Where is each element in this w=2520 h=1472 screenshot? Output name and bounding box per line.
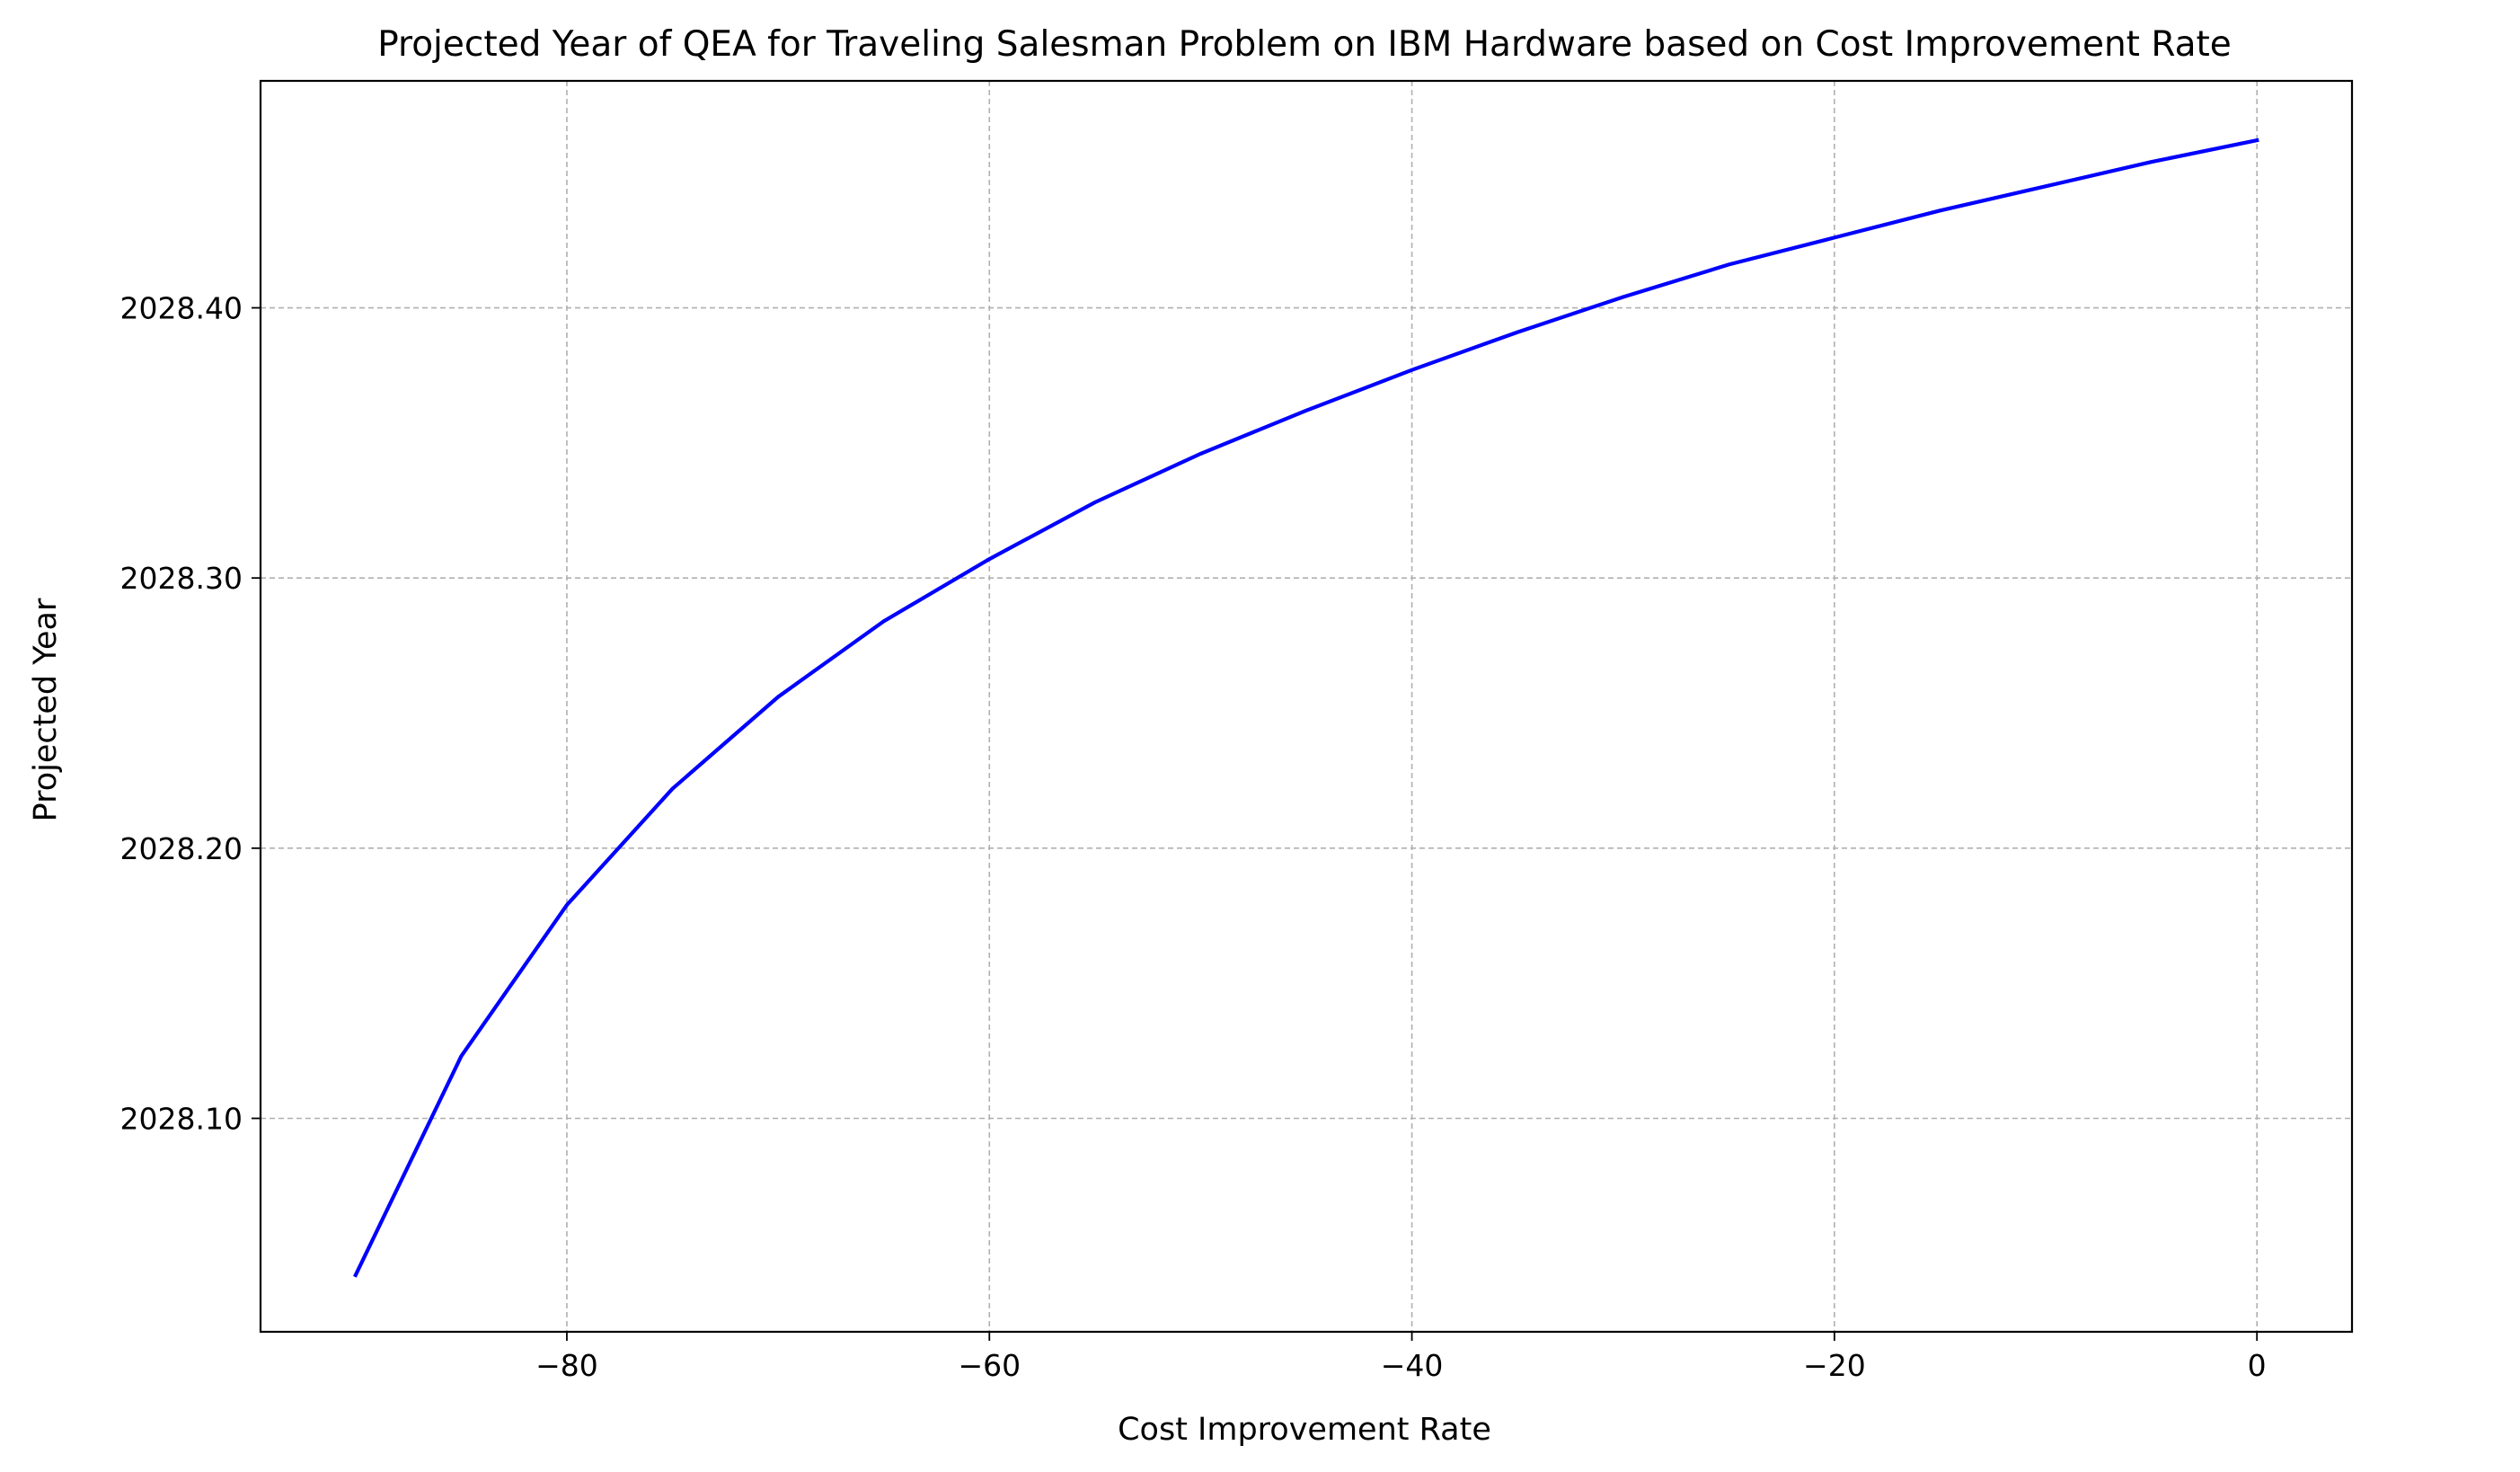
chart-title: Projected Year of QEA for Traveling Sale…	[377, 24, 2232, 65]
x-tick-label: −60	[958, 1348, 1021, 1383]
axis-ticks: −80 −60 −40 −20 0 2028.10 2028.20 2028.30 2028.4…	[120, 291, 2267, 1383]
x-tick-label: 0	[2248, 1348, 2267, 1383]
plot-frame	[259, 79, 2354, 1334]
x-tick-label: −40	[1381, 1348, 1444, 1383]
y-tick-label: 2028.10	[120, 1101, 243, 1136]
y-tick-label: 2028.20	[120, 831, 243, 866]
series-line	[352, 137, 2259, 1278]
y-axis-label: Projected Year	[28, 598, 64, 821]
grid-lines	[261, 81, 2352, 1332]
y-tick-label: 2028.40	[120, 291, 243, 326]
x-axis-label: Cost Improvement Rate	[1118, 1412, 1491, 1448]
x-tick-label: −80	[535, 1348, 598, 1383]
x-tick-label: −20	[1803, 1348, 1866, 1383]
series-layer	[352, 137, 2259, 1278]
y-tick-label: 2028.30	[120, 561, 243, 596]
